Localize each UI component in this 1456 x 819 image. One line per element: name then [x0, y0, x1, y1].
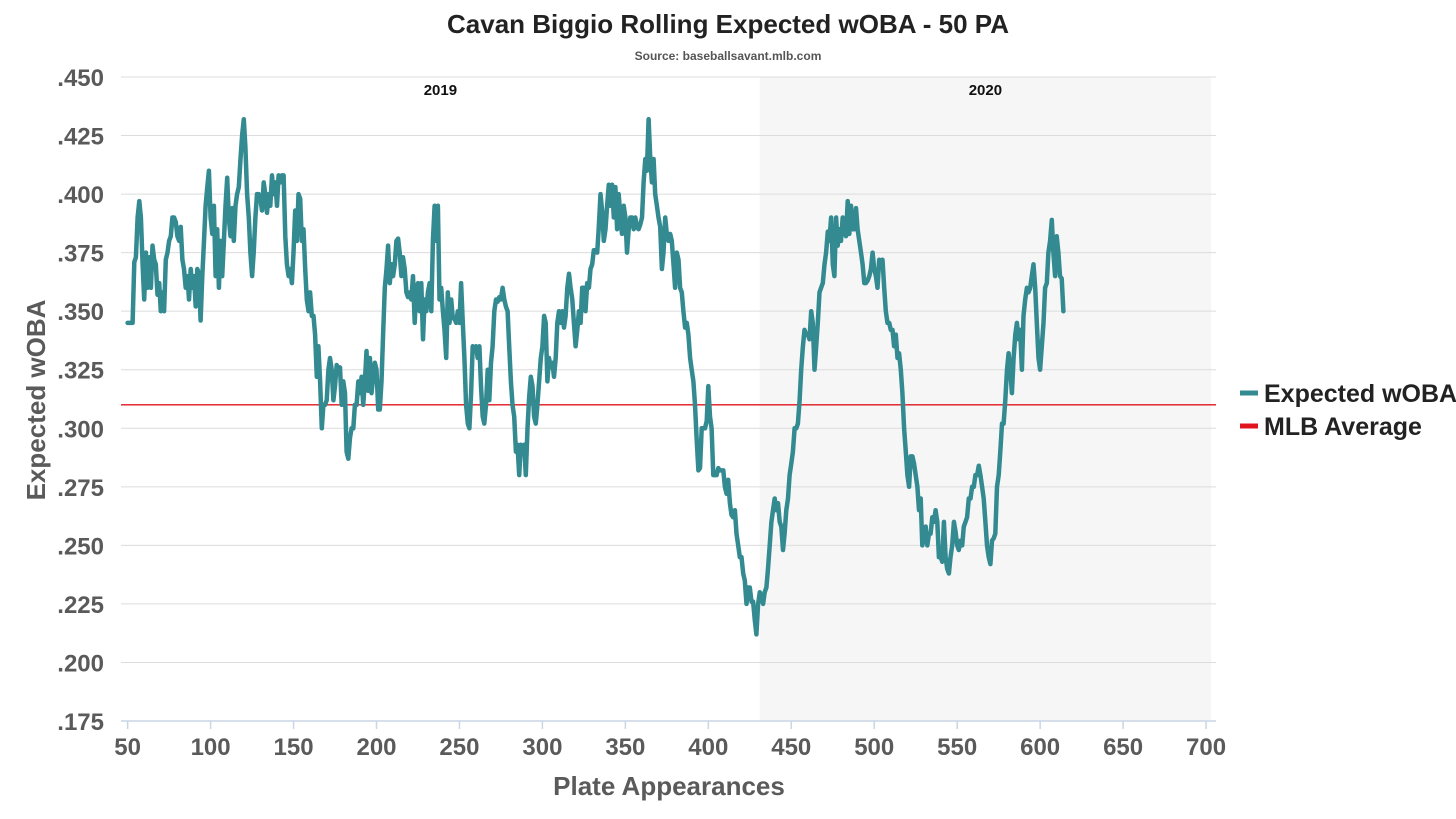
y-tick-label: .450: [57, 65, 104, 92]
x-tick-label: 50: [114, 734, 141, 761]
x-axis-title: Plate Appearances: [553, 771, 785, 801]
y-axis: .175 .200 .225 .250 .275 .300 .325 .350 .375 .400…: [57, 65, 104, 736]
x-tick-label: 400: [688, 734, 728, 761]
chart-subtitle: Source: baseballsavant.mlb.com: [635, 49, 822, 63]
y-tick-label: .300: [57, 416, 104, 443]
y-tick-label: .275: [57, 475, 104, 502]
season-label-2019: 2019: [424, 82, 457, 99]
y-tick-label: .375: [57, 241, 104, 268]
x-tick-label: 700: [1186, 734, 1226, 761]
season-label-2020: 2020: [969, 82, 1002, 99]
season-layer: 2019 2020: [424, 77, 1212, 721]
y-tick-label: .175: [57, 709, 104, 736]
x-tick-label: 650: [1103, 734, 1143, 761]
series-layer: [125, 116, 1066, 637]
legend-label-expected-woba: Expected wOBA: [1264, 380, 1456, 408]
y-tick-label: .400: [57, 182, 104, 209]
y-tick-label: .250: [57, 533, 104, 560]
season-band-2020: [759, 77, 1212, 721]
x-tick-label: 100: [191, 734, 231, 761]
x-tick-label: 450: [771, 734, 811, 761]
y-tick-label: .200: [57, 650, 104, 677]
legend: Expected wOBA MLB Average: [1240, 380, 1456, 441]
x-tick-label: 150: [274, 734, 314, 761]
y-tick-label: .350: [57, 299, 104, 326]
x-tick-label: 200: [356, 734, 396, 761]
legend-label-mlb-average: MLB Average: [1264, 413, 1422, 441]
y-tick-label: .425: [57, 124, 104, 151]
x-tick-label: 550: [937, 734, 977, 761]
y-tick-label: .225: [57, 592, 104, 619]
x-tick-label: 500: [854, 734, 894, 761]
grid-layer: [121, 76, 1216, 722]
x-tick-label: 250: [439, 734, 479, 761]
x-tick-label: 300: [522, 734, 562, 761]
series-line-expected-woba: [125, 116, 1066, 637]
x-axis: 50 100 150 200 250 300 350 400 450 500 550 600 650 70…: [114, 720, 1226, 761]
x-tick-label: 600: [1020, 734, 1060, 761]
chart-title: Cavan Biggio Rolling Expected wOBA - 50 …: [447, 9, 1009, 39]
y-tick-label: .325: [57, 358, 104, 385]
y-axis-title: Expected wOBA: [21, 299, 51, 500]
x-tick-label: 350: [605, 734, 645, 761]
